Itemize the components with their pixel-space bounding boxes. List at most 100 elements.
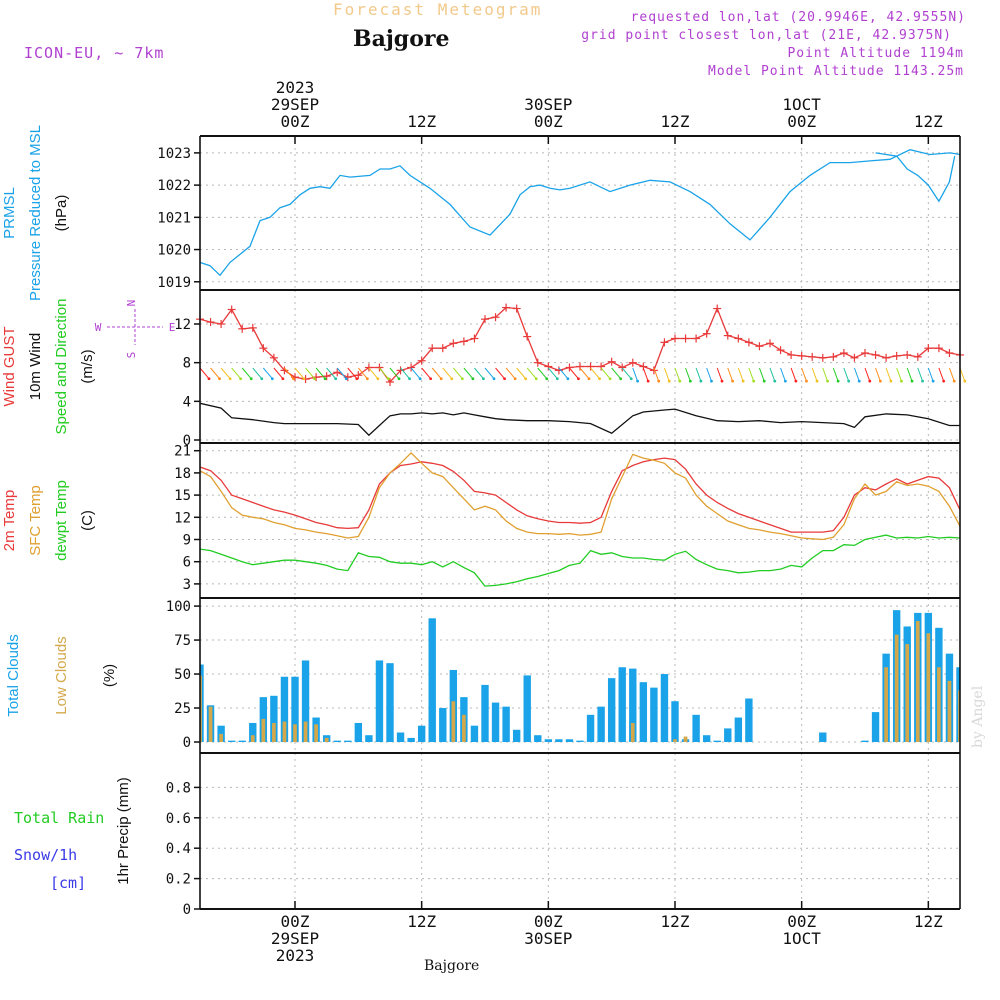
wind-arrow-head [868, 379, 872, 383]
series-line [875, 152, 956, 203]
wind-arrow-head [387, 377, 390, 381]
wind-arrow [452, 367, 463, 380]
low-cloud-bar [282, 721, 287, 742]
wind-arrow-head [657, 379, 661, 383]
total-cloud-bar [491, 702, 500, 742]
wind-arrow-head [741, 379, 745, 383]
y-tick-label: 3 [183, 577, 191, 593]
y-tick-label: 8 [183, 356, 191, 372]
panel-label: (m/s) [79, 349, 96, 383]
time-label-top: 00Z [534, 112, 563, 131]
total-cloud-bar [745, 698, 753, 742]
wind-arrow-head [471, 377, 475, 381]
y-tick-label: 9 [183, 533, 191, 549]
y-tick-label: 6 [183, 555, 191, 571]
total-cloud-bar [227, 740, 236, 742]
wind-arrow-head [302, 377, 306, 381]
compass-w: W [95, 321, 102, 334]
wind-arrow-head [429, 377, 433, 381]
y-tick-label: 1023 [157, 146, 191, 162]
product-title: Forecast Meteogram [333, 0, 543, 19]
wind-arrow-head [450, 377, 454, 381]
total-cloud-bar [671, 701, 679, 742]
wind-arrow-head [408, 377, 411, 381]
total-cloud-bar [238, 740, 246, 742]
watermark: by Angel [970, 685, 986, 748]
grid-layer [200, 136, 960, 910]
wind-arrow [769, 367, 776, 382]
wind-arrow-head [952, 379, 956, 383]
wind-arrow [421, 367, 432, 380]
total-cloud-bar [301, 660, 310, 742]
low-cloud-bar [630, 722, 635, 742]
wind-arrow-head [731, 379, 734, 383]
y-tick-label: 25 [174, 701, 191, 717]
y-tick-label: 0 [183, 735, 191, 751]
low-cloud-bar [0, 677, 4, 742]
wind-arrow-head [889, 379, 893, 383]
wind-arrow [611, 367, 622, 380]
y-tick-label: 0.6 [166, 811, 191, 827]
wind-arrow-head [313, 377, 316, 381]
y-tick-label: 1022 [157, 178, 191, 194]
y-tick-label: 100 [166, 599, 191, 615]
wind-arrow [505, 367, 516, 380]
wind-arrow [273, 367, 284, 380]
wind-arrow-head [218, 377, 221, 381]
total-cloud-bar [713, 740, 721, 742]
total-cloud-bar [555, 739, 563, 742]
wind-arrow-head [783, 379, 787, 383]
wind-arrow-head [439, 377, 443, 381]
wind-arrow [336, 367, 347, 380]
wind-arrow-head [857, 379, 861, 383]
total-cloud-bar [270, 695, 278, 742]
wind-arrow-head [513, 377, 517, 381]
wind-arrow [653, 367, 660, 382]
wind-arrow [663, 367, 670, 382]
panel-label: 2m Temp [1, 490, 18, 551]
wind-arrow-head [794, 379, 798, 383]
wind-arrow [642, 367, 649, 382]
wind-arrow-head [710, 379, 713, 383]
low-cloud-bar [947, 680, 952, 742]
total-cloud-bar [629, 668, 637, 742]
total-cloud-bar [618, 667, 626, 742]
panel-frames [194, 135, 961, 910]
total-cloud-bar [417, 725, 426, 742]
snow-label: Snow/1h [14, 846, 77, 864]
wind-arrow-head [344, 377, 348, 381]
total-cloud-bar [407, 737, 415, 742]
wind-arrow [252, 367, 263, 380]
wind-arrow [948, 367, 955, 382]
wind-arrow [400, 367, 410, 380]
wind-arrow-head [492, 377, 496, 381]
panel-label: (%) [101, 664, 118, 687]
y-tick-label: 1021 [157, 210, 191, 226]
wind-arrow-head [931, 379, 935, 383]
wind-arrow [410, 367, 421, 380]
wind-arrow [832, 367, 839, 382]
y-tick-label: 15 [174, 488, 191, 504]
wind-arrow [294, 367, 305, 380]
panel-label: 10m Wind [27, 333, 44, 401]
wind-arrow [600, 367, 611, 380]
low-cloud-bar [324, 737, 329, 742]
wind-arrow [801, 367, 807, 382]
y-tick-label: 12 [174, 317, 191, 333]
wind-arrow-head [534, 377, 538, 381]
wind-arrow-head [239, 377, 243, 381]
y-tick-label: 0 [183, 902, 191, 918]
wind-arrow-head [365, 377, 369, 381]
y-tick-label: 18 [174, 466, 191, 482]
wind-arrow-head [334, 377, 338, 381]
low-cloud-bar [314, 724, 318, 742]
wind-arrow [632, 367, 639, 382]
text-layer: 1019 1020 1021 1022 1023 PRMSL Pressure Reduce… [1, 78, 943, 965]
series-line [200, 402, 960, 437]
wind-arrow [885, 367, 892, 382]
wind-arrow-head [646, 379, 650, 383]
wind-arrow-head [619, 377, 623, 381]
wind-arrow [495, 367, 505, 380]
wind-arrow-head [629, 377, 633, 381]
